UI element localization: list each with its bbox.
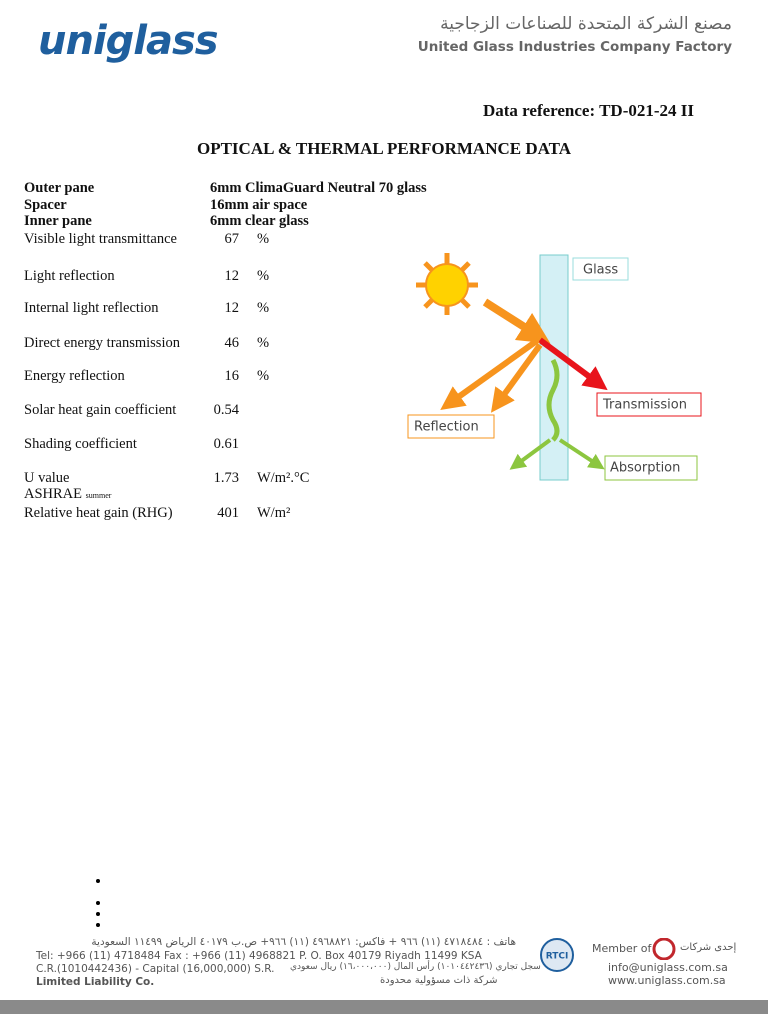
sun: [416, 253, 478, 315]
arabic-member-of: إحدى شركات: [680, 942, 737, 953]
property-label: Direct energy transmission: [24, 335, 180, 351]
property-label: Visible light transmittance: [24, 231, 177, 247]
reflection-box: [407, 414, 495, 439]
bullets: [96, 879, 100, 927]
ashrae-note: summer: [85, 491, 112, 500]
company-type: Limited Liability Co.: [36, 976, 155, 988]
data-reference: Data reference: TD-021-24 II: [482, 101, 694, 120]
ashrae: ASHRAE: [24, 486, 83, 502]
arabic-company-type: شركة ذات مسؤولية محدودة: [380, 975, 498, 986]
property-value: 0.54: [213, 402, 239, 418]
email: info@uniglass.com.sa: [608, 961, 728, 974]
transmission-label: Transmission: [602, 398, 687, 413]
property-value: 0.61: [213, 436, 239, 452]
property-unit: %: [257, 231, 270, 247]
property-value: 401: [217, 505, 239, 521]
rtci-badge: RTCI: [540, 938, 574, 972]
badge-text: RTCI: [546, 952, 569, 962]
property-unit: W/m²: [257, 505, 291, 521]
footer-bar: [0, 1000, 768, 1014]
absorption-wave: [546, 358, 560, 442]
property-unit: %: [257, 268, 270, 284]
property-label: Energy reflection: [24, 368, 125, 384]
reflection-label: Reflection: [414, 420, 479, 435]
group-logo: [652, 938, 676, 960]
contact: Tel: +966 (11) 4718484 Fax : +966 (11) 4…: [36, 950, 482, 962]
absorption-arrow: [558, 438, 605, 470]
absorption-label: Absorption: [610, 461, 680, 476]
absorption-arrow: [509, 438, 552, 470]
property-label: Shading coefficient: [24, 436, 137, 452]
construction-label: Outer pane: [24, 180, 95, 196]
property-value: 67: [224, 231, 240, 247]
property-label: Internal light reflection: [24, 300, 159, 316]
reflection-arrow: [440, 337, 540, 410]
property-unit: W/m².°C: [257, 470, 310, 486]
arabic-contact: هاتف : ٤٧١٨٤٨٤ (١١) ٩٦٦ + فاكس: ٤٩٦٨٨٢١ …: [91, 936, 516, 948]
property-value: 12: [224, 300, 240, 316]
property-label: U value: [24, 470, 70, 486]
property-value: 16: [224, 368, 240, 384]
property-value: 12: [224, 268, 240, 284]
construction-value: 6mm ClimaGuard Neutral 70 glass: [210, 180, 427, 196]
transmission-arrow: [538, 337, 608, 391]
glass-box: [572, 257, 629, 281]
document-title: OPTICAL & THERMAL PERFORMANCE DATA: [196, 139, 572, 158]
transmission-box: [596, 392, 702, 417]
absorption-box: [604, 455, 698, 481]
glass-diagram: Glass Transmission Reflection Absorption: [407, 253, 702, 481]
property-label: Relative heat gain (RHG): [24, 505, 173, 521]
construction-label: Inner pane: [24, 213, 92, 229]
property-value: 1.73: [213, 470, 239, 486]
construction-label: Spacer: [24, 196, 67, 213]
property-label: Solar heat gain coefficient: [24, 402, 177, 418]
construction-value: 6mm clear glass: [210, 213, 309, 229]
arabic-company-name: مصنع الشركة المتحدة للصناعات الزجاجية: [440, 14, 732, 34]
arabic-registration: سجل تجاري (١٠١٠٤٤٢٤٣٦) رأس المال (١٦،٠٠٠…: [290, 962, 541, 972]
member-of: Member of: [592, 942, 652, 955]
property-value: 46: [224, 335, 240, 351]
property-unit: %: [257, 368, 270, 384]
glass-label: Glass: [583, 263, 618, 278]
company-name: United Glass Industries Company Factory: [417, 39, 732, 55]
incident-arrow: [482, 298, 551, 344]
property-label: Light reflection: [24, 268, 115, 284]
reflection-arrow: [490, 343, 543, 413]
ashrae-label: ASHRAE summer: [24, 486, 111, 503]
website: www.uniglass.com.sa: [608, 974, 726, 987]
property-unit: %: [257, 335, 270, 351]
property-unit: %: [257, 300, 270, 316]
registration: C.R.(1010442436) - Capital (16,000,000) …: [36, 963, 275, 975]
logo: uniglass: [38, 18, 219, 64]
construction-value: 16mm air space: [210, 196, 308, 213]
